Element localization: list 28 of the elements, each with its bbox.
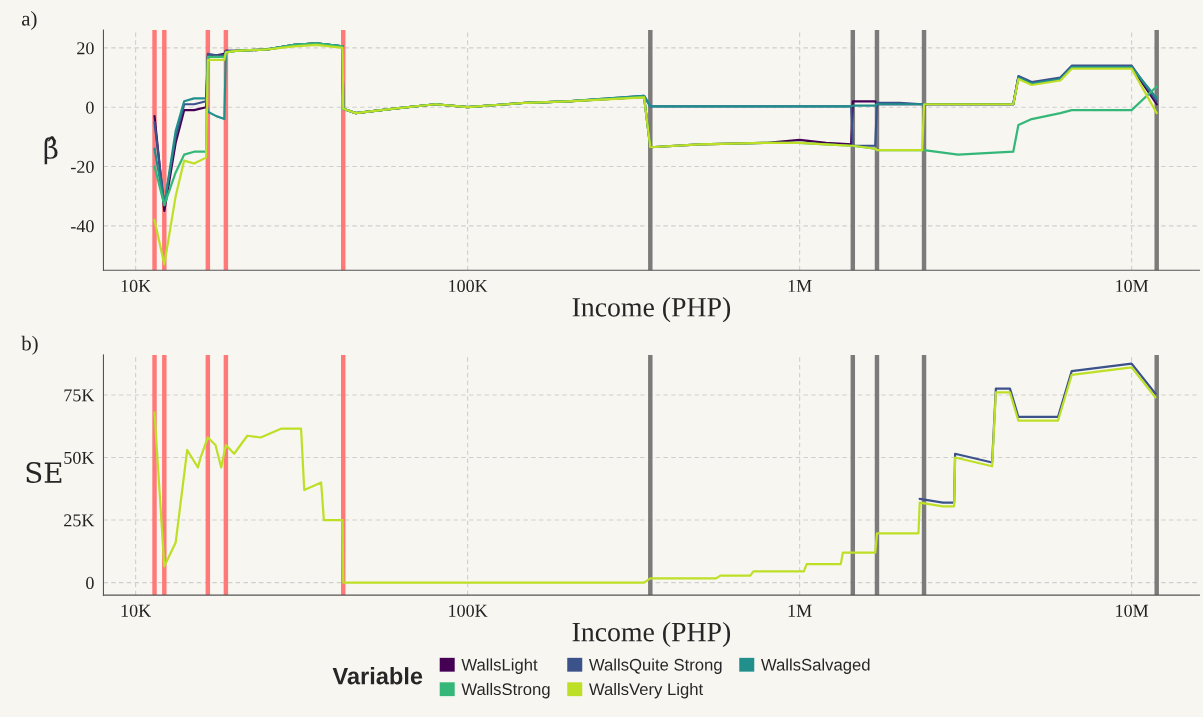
x-axis-title: Income (PHP) [572, 621, 731, 648]
y-axis-title: β̂ [44, 136, 58, 165]
y-axis-title: SE [26, 462, 62, 484]
y-tick-label: 20 [77, 42, 94, 55]
legend-title: Variable [332, 667, 423, 685]
y-tick-label: 0 [86, 576, 94, 590]
y-tick-label: 50K [64, 451, 95, 464]
x-tick-label: 10M [1116, 279, 1149, 293]
x-tick-label: 10K [121, 604, 151, 617]
text: a) [22, 11, 37, 30]
x-tick-label: 10M [1116, 604, 1149, 617]
y-tick-label: -40 [71, 220, 94, 233]
legend-label: WallsLight [461, 658, 538, 674]
legend-label: WallsSalvaged [761, 658, 870, 674]
x-tick-label: 100K [449, 604, 488, 617]
y-tick-label: 25K [64, 514, 95, 527]
text: b) [21, 335, 38, 355]
x-tick-label: 100K [449, 279, 488, 293]
x-tick-label: 1M [788, 279, 812, 292]
y-tick-label: -20 [71, 160, 94, 173]
x-tick-label: 10K [121, 279, 151, 293]
y-tick-label: 0 [86, 101, 94, 114]
legend-label: WallsVery Light [588, 682, 704, 699]
y-tick-label: 75K [64, 389, 95, 402]
legend-label: WallsStrong [461, 682, 550, 699]
x-tick-label: 1M [788, 604, 812, 617]
legend-label: WallsQuite Strong [588, 658, 722, 674]
x-axis-title: Income (PHP) [572, 297, 731, 323]
